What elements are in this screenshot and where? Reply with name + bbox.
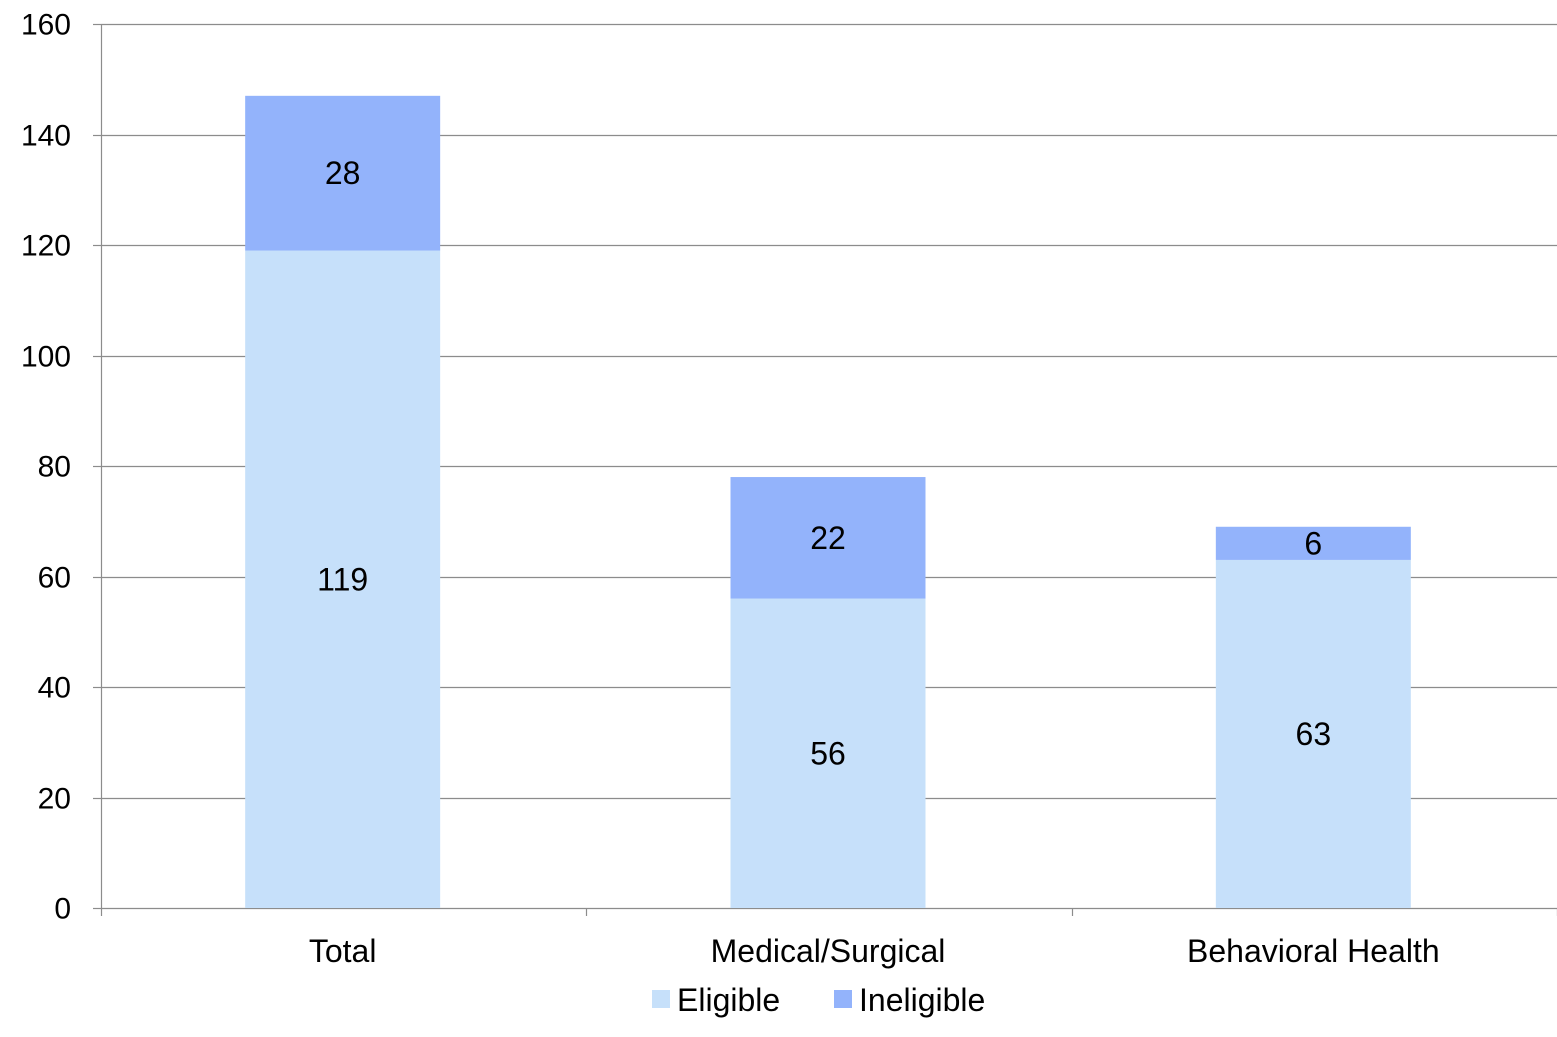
y-tick-label: 120 xyxy=(21,230,71,263)
bar-ineligible-1 xyxy=(730,477,926,599)
axes: 0 20 40 60 80 100 120 140 160 Total Medical/Surgic… xyxy=(21,9,1557,969)
bar-eligible-2 xyxy=(1215,559,1411,908)
data-label-ineligible: 22 xyxy=(810,520,846,556)
data-labels: 119 28 56 22 63 6 xyxy=(317,155,1331,771)
bar-ineligible-2 xyxy=(1215,526,1411,560)
data-label-ineligible: 6 xyxy=(1304,525,1322,561)
legend-swatch-eligible xyxy=(652,990,670,1008)
y-tick-label: 160 xyxy=(21,9,71,42)
legend: Eligible Ineligible xyxy=(652,982,985,1018)
data-label-eligible: 63 xyxy=(1296,716,1332,752)
data-label-eligible: 56 xyxy=(810,735,846,771)
y-tick-label: 140 xyxy=(21,120,71,153)
y-tick-label: 80 xyxy=(38,451,71,484)
legend-label-eligible: Eligible xyxy=(677,982,780,1018)
data-label-eligible: 119 xyxy=(317,561,368,597)
bar-eligible-1 xyxy=(730,598,926,908)
legend-swatch-ineligible xyxy=(834,990,852,1008)
bars xyxy=(245,95,1411,908)
bar-ineligible-0 xyxy=(245,95,441,251)
data-label-ineligible: 28 xyxy=(325,155,361,191)
y-tick-label: 20 xyxy=(38,783,71,816)
bar-eligible-0 xyxy=(245,250,441,908)
y-tick-label: 100 xyxy=(21,341,71,374)
y-tick-label: 60 xyxy=(38,562,71,595)
x-category-label: Medical/Surgical xyxy=(711,933,946,969)
y-tick-label: 0 xyxy=(54,893,71,926)
legend-label-ineligible: Ineligible xyxy=(859,982,985,1018)
x-category-label: Behavioral Health xyxy=(1187,933,1440,969)
x-category-label: Total xyxy=(309,933,377,969)
y-tick-label: 40 xyxy=(38,672,71,705)
